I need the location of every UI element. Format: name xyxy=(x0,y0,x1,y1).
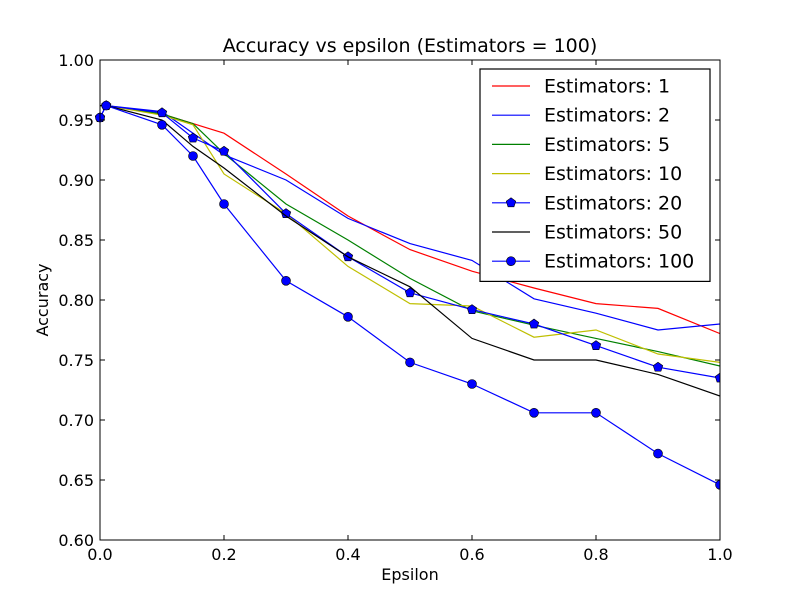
chart-title: Accuracy vs epsilon (Estimators = 100) xyxy=(223,35,598,57)
data-point xyxy=(218,145,230,156)
y-tick-label: 0.75 xyxy=(58,351,94,370)
data-point xyxy=(187,132,199,143)
plot-frame xyxy=(99,59,721,541)
data-point xyxy=(281,275,291,286)
data-point xyxy=(466,304,478,314)
legend-entry-label: Estimators: 5 xyxy=(544,134,670,156)
data-point xyxy=(101,100,111,111)
legend-marker xyxy=(506,256,516,267)
series-6 xyxy=(100,105,720,397)
data-point xyxy=(715,480,720,490)
data-point xyxy=(343,311,353,322)
series-line xyxy=(100,105,720,397)
x-tick-label: 0.0 xyxy=(87,545,112,564)
data-point xyxy=(529,407,539,418)
x-tick-label: 0.4 xyxy=(335,545,360,564)
data-point xyxy=(590,340,602,350)
data-point xyxy=(188,151,198,161)
x-tick-label: 0.6 xyxy=(459,545,484,564)
legend-entry-label: Estimators: 50 xyxy=(544,222,682,244)
data-point xyxy=(714,372,720,383)
data-point xyxy=(157,120,167,130)
x-axis-label: Epsilon xyxy=(381,565,438,584)
data-point xyxy=(219,199,229,209)
legend-entry-label: Estimators: 1 xyxy=(544,76,670,98)
y-tick-label: 0.70 xyxy=(58,411,94,430)
data-point xyxy=(528,318,540,329)
x-tick-label: 1.0 xyxy=(707,545,732,564)
data-point xyxy=(467,379,477,389)
x-tick-label: 0.8 xyxy=(583,545,608,564)
legend-entry-label: Estimators: 100 xyxy=(544,251,694,273)
x-tick-label: 0.2 xyxy=(211,545,236,564)
y-tick-label: 0.65 xyxy=(58,471,94,490)
y-tick-label: 1.00 xyxy=(58,51,94,70)
legend-marker xyxy=(505,197,517,208)
data-point xyxy=(405,357,415,368)
data-point xyxy=(280,208,292,218)
legend-entry-label: Estimators: 20 xyxy=(544,192,682,214)
y-axis-label: Accuracy xyxy=(33,263,52,336)
legend: Estimators: 1 Estimators: 2 Estimators: 5 E… xyxy=(479,68,711,282)
y-tick-label: 0.85 xyxy=(58,231,94,250)
legend-box xyxy=(479,68,711,282)
legend-entry-label: Estimators: 2 xyxy=(544,105,670,127)
legend-entry-label: Estimators: 10 xyxy=(544,163,682,185)
y-tick-label: 0.80 xyxy=(58,291,94,310)
y-tick-label: 0.60 xyxy=(58,531,94,550)
data-point xyxy=(652,361,664,372)
data-point xyxy=(653,448,663,459)
data-point xyxy=(156,107,168,118)
data-point xyxy=(591,407,601,418)
y-tick-label: 0.95 xyxy=(58,111,94,130)
y-tick-label: 0.90 xyxy=(58,171,94,190)
